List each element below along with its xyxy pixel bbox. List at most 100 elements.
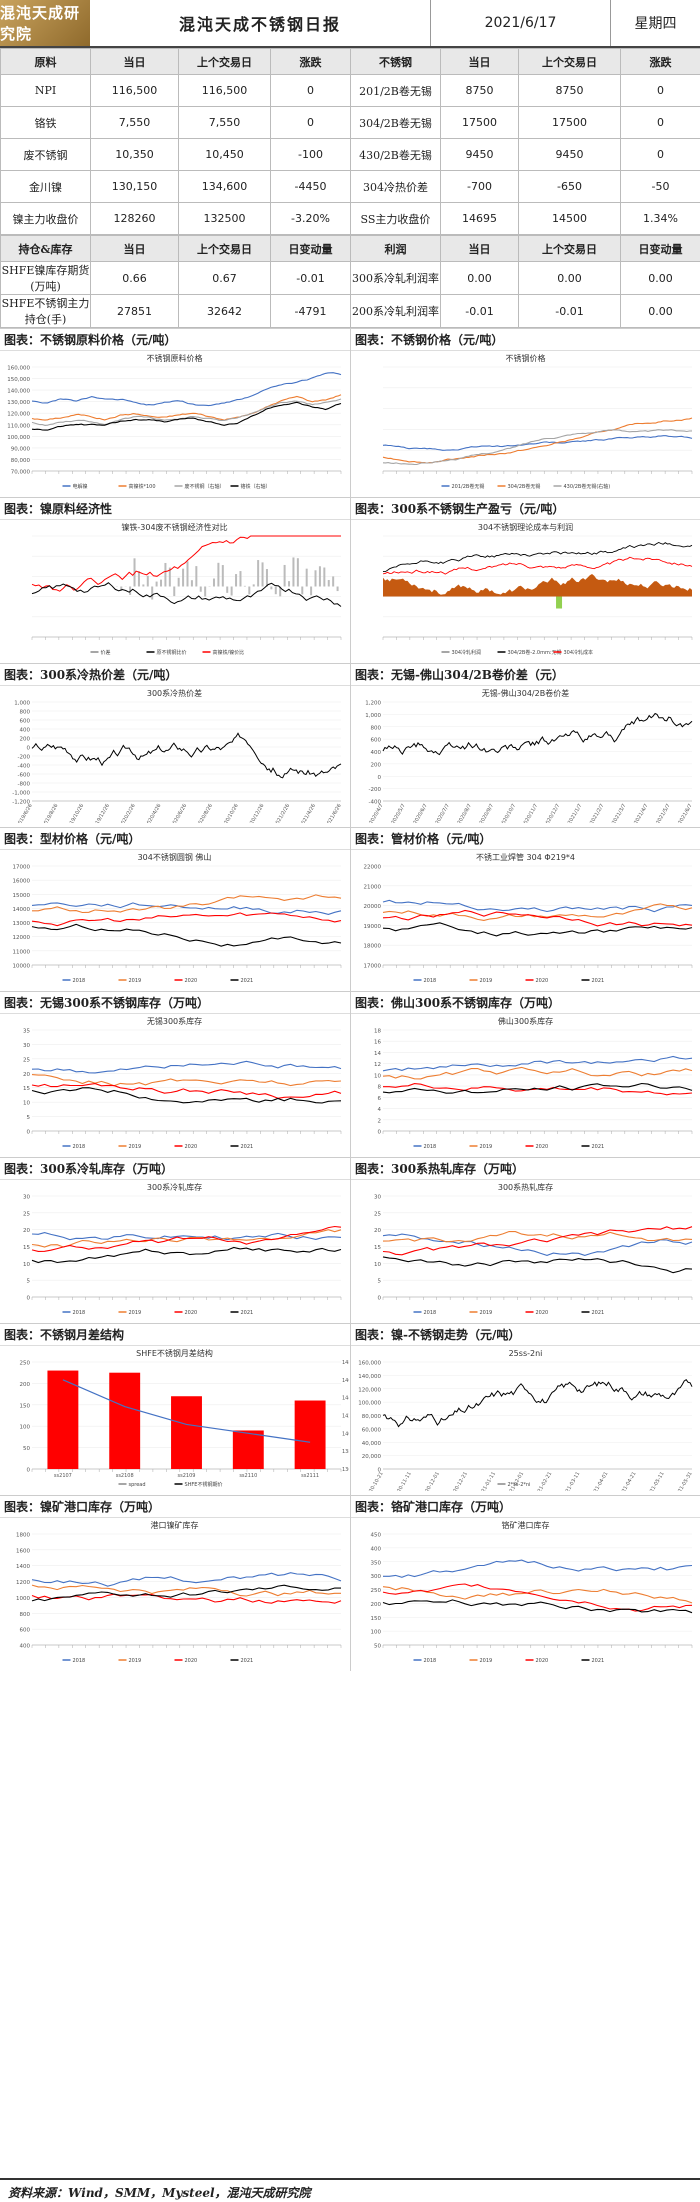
chart-title: 300系热轧库存 xyxy=(498,1182,553,1192)
y-tick-label: 17000 xyxy=(13,865,31,871)
y-tick-label: 80,000 xyxy=(362,1414,382,1420)
legend-label: 430/2B卷无锡(右轴) xyxy=(564,483,611,490)
chart-title: 港口镍矿库存 xyxy=(151,1520,199,1530)
series-line xyxy=(31,394,342,421)
chart-section-title: 图表：铬矿港口库存（万吨） xyxy=(351,1496,700,1518)
chart: 300系冷热价差 1,000 800 600 400 200 0 -200 -400 -600 -8… xyxy=(0,686,349,831)
y-tick-label: 1,000 xyxy=(365,713,381,719)
table-cell: 9450 xyxy=(440,138,519,171)
legend-label: 304/2B卷-2.0mm:无锡 xyxy=(508,649,562,656)
chart-row: 图表：型材价格（元/吨） 304不锈钢圆钢 佛山 17000 16000 15000 14… xyxy=(0,827,700,991)
series-line xyxy=(382,1256,693,1274)
legend-label: 2019 xyxy=(480,1658,493,1664)
y-tick-label: 80,000 xyxy=(11,458,31,464)
legend-label: 2021 xyxy=(592,1658,605,1664)
bar xyxy=(305,568,308,587)
legend-label: 2020 xyxy=(536,1658,549,1664)
y-tick-label: 100,000 xyxy=(358,1401,381,1407)
y-tick-label: 22000 xyxy=(364,865,382,871)
chart-title: 不锈钢原料价格 xyxy=(147,353,203,363)
chart-title: 300系冷轧库存 xyxy=(147,1182,202,1192)
y-tick-label: 450 xyxy=(371,1533,382,1539)
legend-label: 2018 xyxy=(73,1310,86,1316)
y-tick-label: 12 xyxy=(374,1062,381,1068)
legend-label: 价差 xyxy=(101,649,111,656)
legend-label: 2021 xyxy=(592,1310,605,1316)
bar xyxy=(336,586,339,592)
legend-label: 2019 xyxy=(480,978,493,984)
chart: 不锈钢原料价格 160,000 150,000 140,000 130,000 120,0… xyxy=(0,351,349,493)
bar xyxy=(323,567,326,587)
y-tick-label: 100,000 xyxy=(7,435,30,441)
y-tick-label: 15 xyxy=(374,1245,381,1251)
bar xyxy=(129,586,132,595)
chart-panel: 图表：无锡-佛山304/2B卷价差（元） 无锡-佛山304/2B卷价差 1,200 1… xyxy=(350,664,700,828)
source-footer: 资料来源：Wind，SMM，Mysteel，混沌天成研究院 xyxy=(0,2178,700,2202)
table-cell: 116,500 xyxy=(90,74,179,107)
table-cell: 0 xyxy=(270,106,351,139)
table-cell: 0.66 xyxy=(90,261,179,295)
legend-label: 2019 xyxy=(480,1310,493,1316)
legend-label: 2020 xyxy=(185,978,198,984)
y2-tick-label: 13600 xyxy=(342,1467,349,1473)
table-header: 涨跌 xyxy=(620,48,700,75)
bar xyxy=(195,566,198,587)
legend-label: 2021 xyxy=(241,1144,254,1150)
chart-row: 图表：镍矿港口库存（万吨） 港口镍矿库存 1800 1600 1400 1200 1000 8… xyxy=(0,1495,700,1671)
series-line xyxy=(382,1583,693,1612)
chart-section-title: 图表：无锡300系不锈钢库存（万吨） xyxy=(0,992,350,1014)
table-header: 涨跌 xyxy=(270,48,351,75)
table-cell: 32642 xyxy=(178,294,271,328)
bar xyxy=(137,571,140,587)
chart-title: 304不锈钢理论成本与利润 xyxy=(478,522,573,532)
y-tick-label: 13000 xyxy=(13,921,31,927)
chart-section-title: 图表：无锡-佛山304/2B卷价差（元） xyxy=(351,664,700,686)
y-tick-label: 18000 xyxy=(364,944,382,950)
company-logo: 混沌天成研究院 xyxy=(0,0,90,46)
series-line xyxy=(382,1055,693,1072)
series-line xyxy=(382,429,693,466)
series-line xyxy=(31,1060,342,1074)
chart-title: 镍铁-304废不锈钢经济性对比 xyxy=(121,522,227,532)
series-line xyxy=(382,712,693,756)
category-label: ss2108 xyxy=(116,1473,134,1479)
y-tick-label: 600 xyxy=(371,738,382,744)
legend-label: 2019 xyxy=(129,1144,142,1150)
y-tick-label: 40,000 xyxy=(362,1441,382,1447)
y-tick-label: 600 xyxy=(20,1628,31,1634)
y-tick-label: 50 xyxy=(23,1446,30,1452)
table-header: 当日 xyxy=(440,48,519,75)
legend-label: 2021 xyxy=(592,1144,605,1150)
legend-label: 304冷轧利润 xyxy=(452,649,482,656)
bar xyxy=(314,570,317,587)
bar xyxy=(186,561,189,587)
bar xyxy=(261,562,264,587)
category-label: ss2111 xyxy=(301,1473,319,1479)
legend-label: 废不锈钢（右轴） xyxy=(185,483,225,490)
chart-panel: 图表：型材价格（元/吨） 304不锈钢圆钢 佛山 17000 16000 15000 14… xyxy=(0,828,350,991)
report-title: 混沌天成不锈钢日报 xyxy=(178,15,341,34)
chart: 铬矿港口库存 450 400 350 300 250 200 150 100 50 2018 2019… xyxy=(351,1518,700,1667)
y-tick-label: 140,000 xyxy=(358,1374,381,1380)
y-tick-label: 400 xyxy=(371,750,382,756)
legend-label: 原不锈钢比价 xyxy=(157,649,187,656)
bar xyxy=(294,1400,326,1469)
y-tick-label: 20,000 xyxy=(362,1454,382,1460)
chart: 300系热轧库存 30 25 20 15 10 5 0 2018 2019 2020 2021 xyxy=(351,1180,700,1319)
chart-section-title: 图表：300系冷轧库存（万吨） xyxy=(0,1158,350,1180)
table-cell: 130,150 xyxy=(90,170,179,203)
table-cell: SHFE镍库存期货(万吨) xyxy=(0,261,91,295)
table-cell: 17500 xyxy=(440,106,519,139)
legend-label: 2021 xyxy=(241,1310,254,1316)
bar xyxy=(318,566,321,587)
table-header: 不锈钢 xyxy=(350,48,441,75)
table-cell: 10,350 xyxy=(90,138,179,171)
y-tick-label: 200 xyxy=(371,762,382,768)
y-tick-label: -1,000 xyxy=(12,791,30,797)
series-line xyxy=(31,1087,342,1104)
table-cell: 0 xyxy=(620,106,700,139)
table-cell: -700 xyxy=(440,170,519,203)
chart-panel: 图表：镍矿港口库存（万吨） 港口镍矿库存 1800 1600 1400 1200 1000 8… xyxy=(0,1496,350,1671)
chart-title: SHFE不锈钢月差结构 xyxy=(136,1348,213,1358)
y2-tick-label: 14400 xyxy=(342,1396,349,1402)
